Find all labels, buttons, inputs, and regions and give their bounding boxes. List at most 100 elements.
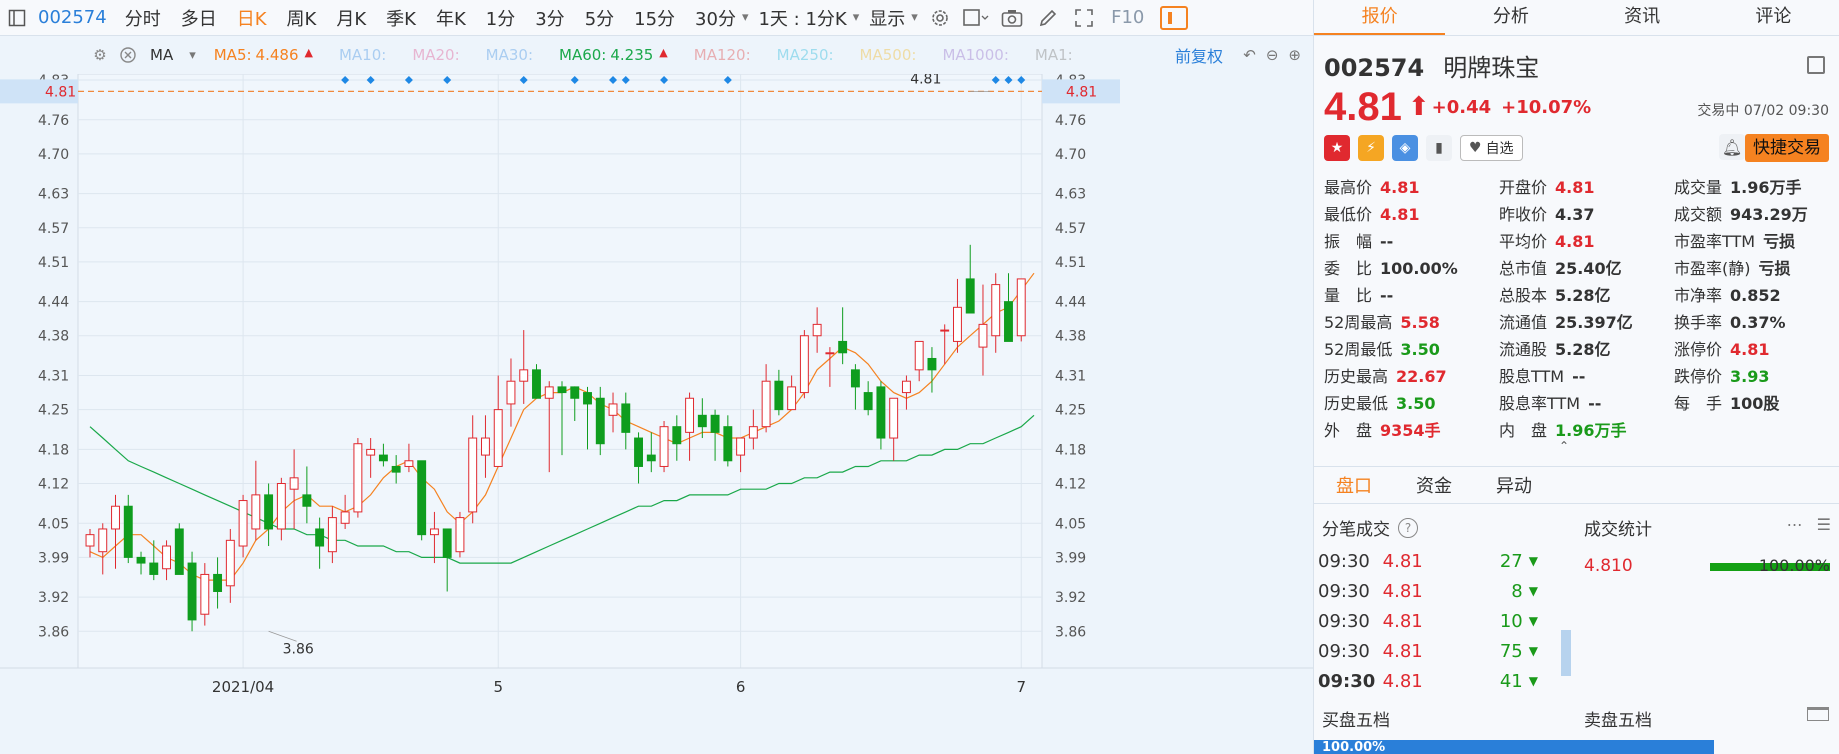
candle-down <box>391 465 401 473</box>
ma-item[interactable]: MA1: <box>1034 46 1073 64</box>
sell-arrow-icon: ▼ <box>1528 644 1538 658</box>
candle-down <box>838 340 848 354</box>
ma-item[interactable]: MA5: <box>213 46 252 64</box>
kline-chart[interactable]: 4.834.834.764.764.704.704.634.634.574.57… <box>0 74 1313 754</box>
quote-cell: 历史最高 22.67 <box>1324 363 1499 387</box>
ma-item[interactable]: MA1000: <box>942 46 1009 64</box>
trades-list[interactable]: 09:30 4.81 27 ▼ 09:30 4.81 8 ▼ 09:30 4.81 10 ▼ 09:30… <box>1318 546 1538 696</box>
tab-comments[interactable]: 评论 <box>1755 6 1792 27</box>
list-view-icon[interactable]: ☰ <box>1816 515 1831 534</box>
tab-analysis[interactable]: 分析 <box>1492 6 1529 27</box>
tab-15min[interactable]: 15分 <box>634 8 676 30</box>
candle-up <box>736 437 746 456</box>
candle-down <box>850 369 860 388</box>
y-tick-label: 3.92 <box>1055 590 1086 606</box>
period-select[interactable]: 1天 : 1分K <box>758 8 847 30</box>
zoom-in-icon[interactable]: ⊕ <box>1288 46 1301 64</box>
ma-item[interactable]: MA120: <box>693 46 751 64</box>
zoom-out-icon[interactable]: ⊖ <box>1265 46 1279 64</box>
stock-code-tab[interactable]: 002574 <box>38 7 107 28</box>
fullscreen-icon[interactable] <box>1066 0 1102 36</box>
china-flag-icon[interactable]: ★ <box>1324 135 1350 161</box>
tab-daily-k[interactable]: 日K <box>236 8 267 30</box>
badge-row: ★ ⚡ ◈ ▮ ♥ 自选 🔔︎ 快捷交易 <box>1314 128 1839 168</box>
tab-quote[interactable]: 报价 <box>1314 0 1446 35</box>
ma-item[interactable]: MA250: <box>776 46 834 64</box>
ma-item[interactable]: MA20: <box>412 46 460 64</box>
candle-up <box>404 460 414 467</box>
quote-value: 25.40亿 <box>1555 258 1622 278</box>
ma-selector[interactable]: MA <box>150 46 174 64</box>
ma-item[interactable]: MA30: <box>485 46 533 64</box>
trades-scrollbar[interactable] <box>1561 630 1571 676</box>
candle-up <box>519 369 529 382</box>
tab-monthly-k[interactable]: 月K <box>336 8 367 30</box>
ma-item[interactable]: MA10: <box>338 46 387 64</box>
quote-value: 9354手 <box>1380 420 1441 440</box>
quote-value: 4.81 <box>1555 177 1595 197</box>
bell-icon[interactable]: 🔔︎ <box>1719 134 1745 160</box>
display-menu[interactable]: 显示 <box>869 8 906 30</box>
lightning-icon[interactable]: ⚡ <box>1358 135 1384 161</box>
tab-5min[interactable]: 5分 <box>584 8 615 30</box>
quote-grid: 最高价 4.81 开盘价 4.81 成交量 1.96万手 最低价 4.81 昨收价 4.37 成交额… <box>1324 172 1834 442</box>
more-options-icon[interactable]: ⋯ <box>1786 515 1803 534</box>
tag-icon[interactable]: ◈ <box>1392 135 1418 161</box>
quote-value: 4.81 <box>1555 231 1595 251</box>
tab-yearly-k[interactable]: 年K <box>435 8 466 30</box>
camera-icon[interactable] <box>994 0 1030 36</box>
up-arrow-icon: ⬆ <box>1407 92 1430 122</box>
ma-chevron-down-icon[interactable]: ▾ <box>189 47 196 63</box>
candle-up <box>162 545 171 570</box>
display-chevron-icon[interactable]: ▾ <box>911 10 918 25</box>
quote-cell: 市盈率TTM 亏损 <box>1674 228 1834 252</box>
candle-up <box>978 323 988 348</box>
collapse-chevron-up-icon[interactable]: ⌃ <box>1559 439 1570 453</box>
ma-value: 4.235 <box>610 46 654 64</box>
tab-news[interactable]: 资讯 <box>1624 6 1661 27</box>
trade-volume: 10 <box>1499 610 1523 632</box>
price-adjust-select[interactable]: 前复权 <box>1174 47 1223 66</box>
sidebar-toggle-icon[interactable] <box>0 0 34 36</box>
last-price: 4.81 <box>1324 84 1402 129</box>
draw-pencil-icon[interactable] <box>1030 0 1066 36</box>
candle-up <box>825 352 835 355</box>
settings-gear-icon[interactable] <box>922 0 958 36</box>
event-marker <box>366 76 375 84</box>
ma-settings-gear-icon[interactable]: ⚙ <box>93 46 107 64</box>
subtab-funds[interactable]: 资金 <box>1416 476 1452 497</box>
help-icon[interactable]: ? <box>1398 517 1418 538</box>
subtab-pankou[interactable]: 盘口 <box>1336 476 1372 497</box>
tab-duori[interactable]: 多日 <box>180 8 217 30</box>
add-watchlist-button[interactable]: ♥ 自选 <box>1460 135 1523 161</box>
panel-menu-icon[interactable] <box>1807 56 1825 74</box>
subtab-moves[interactable]: 异动 <box>1496 476 1532 497</box>
y-tick-label: 4.44 <box>1055 295 1086 311</box>
period-chevron-icon[interactable]: ▾ <box>852 10 860 25</box>
tab-weekly-k[interactable]: 周K <box>286 8 317 30</box>
quote-cell: 最高价 4.81 <box>1324 174 1499 198</box>
tab-quarterly-k[interactable]: 季K <box>386 8 416 30</box>
trades-header: 分笔成交 ? <box>1322 515 1418 540</box>
candle-up <box>353 443 363 513</box>
ma-item[interactable]: MA500: <box>859 46 917 64</box>
sell-arrow-icon: ▼ <box>1528 584 1538 598</box>
tab-1min[interactable]: 1分 <box>485 8 516 30</box>
tab-fenshi[interactable]: 分时 <box>124 8 161 30</box>
tab-3min[interactable]: 3分 <box>535 8 565 30</box>
candle-up <box>276 483 286 530</box>
panel-toggle-icon[interactable] <box>1159 5 1188 30</box>
y-tick-label: 4.51 <box>38 255 69 271</box>
tab-30min[interactable]: 30分 <box>695 8 736 30</box>
more-periods-chevron-icon[interactable]: ▾ <box>741 10 749 25</box>
candle-up <box>85 534 95 547</box>
ma-close-icon[interactable] <box>114 46 142 64</box>
undo-icon[interactable]: ↶ <box>1243 46 1256 64</box>
order-book-toggle-icon[interactable] <box>1807 707 1829 721</box>
bookmark-icon[interactable]: ▮ <box>1426 135 1452 161</box>
fast-trade-button[interactable]: 快捷交易 <box>1745 134 1829 162</box>
ma-item[interactable]: MA60: <box>559 46 607 64</box>
f10-button[interactable]: F10 <box>1111 7 1145 28</box>
square-select-icon[interactable] <box>958 0 994 36</box>
quote-value: -- <box>1572 366 1586 386</box>
